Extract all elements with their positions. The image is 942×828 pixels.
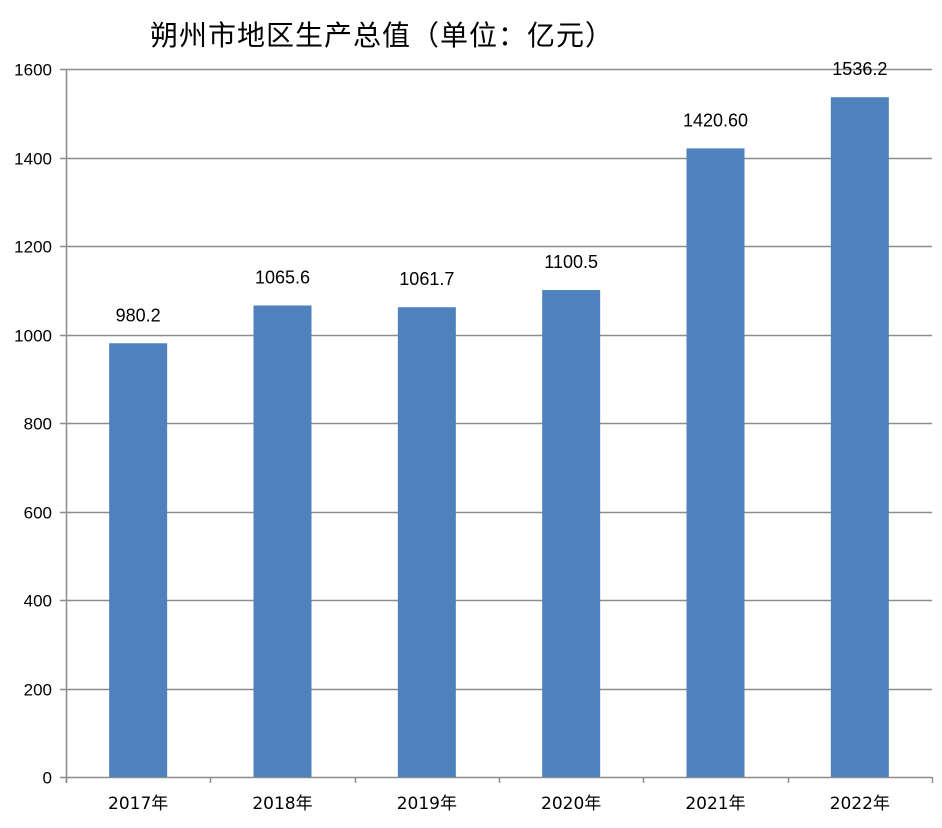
data-label: 1420.60 (683, 110, 748, 130)
gridlines (66, 68, 932, 691)
x-category-label: 2020年 (541, 794, 601, 814)
bar (397, 307, 456, 777)
x-category-label: 2017年 (108, 794, 168, 814)
data-label: 1065.6 (255, 267, 310, 287)
y-tick-label: 200 (24, 681, 52, 700)
y-tick-label: 1200 (14, 238, 52, 257)
labels: 0 200 400 600 800 1000 1200 1400 1600 980.2 2017年 1… (14, 59, 890, 814)
x-category-label: 2022年 (830, 794, 890, 814)
bar (542, 290, 601, 777)
bar (830, 97, 889, 777)
bars (109, 97, 889, 777)
x-category-label: 2021年 (685, 794, 745, 814)
y-tick-label: 400 (24, 592, 52, 611)
y-tick-label: 1000 (14, 327, 52, 346)
x-category-label: 2018年 (252, 794, 312, 814)
bar (686, 148, 745, 777)
y-tick-label: 0 (43, 769, 52, 788)
y-tick-label: 1400 (14, 150, 52, 169)
x-category-label: 2019年 (397, 794, 457, 814)
data-label: 1536.2 (832, 59, 887, 79)
bar (109, 343, 168, 777)
data-label: 980.2 (116, 305, 161, 325)
chart-title: 朔州市地区生产总值（单位：亿元） (150, 19, 615, 52)
y-tick-label: 800 (24, 415, 52, 434)
data-label: 1100.5 (544, 252, 598, 272)
axes (60, 68, 934, 783)
bar (253, 305, 312, 777)
data-label: 1061.7 (399, 269, 454, 289)
y-tick-label: 1600 (14, 61, 52, 80)
y-tick-label: 600 (24, 504, 52, 523)
